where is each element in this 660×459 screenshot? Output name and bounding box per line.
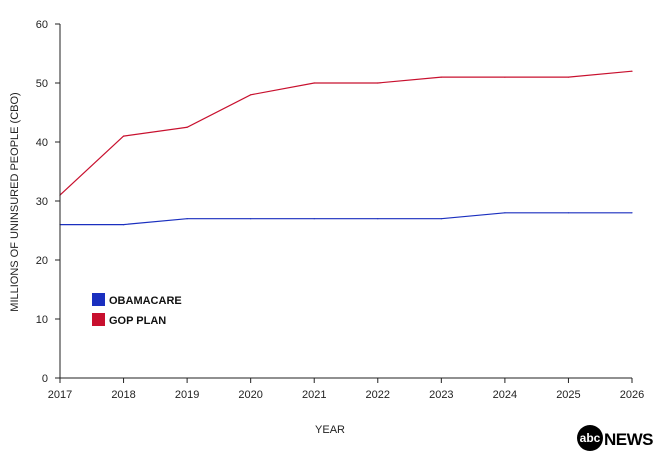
logo-abc-text: abc xyxy=(580,431,601,445)
plot-lines xyxy=(59,70,633,226)
y-tick-label: 20 xyxy=(36,255,48,267)
data-point-obamacare xyxy=(313,218,315,220)
x-tick-label: 2023 xyxy=(429,389,453,401)
abc-news-logo: abc NEWS xyxy=(577,425,654,451)
data-point-obamacare xyxy=(440,218,442,220)
x-tick-label: 2025 xyxy=(556,389,580,401)
data-point-gop-plan xyxy=(567,76,570,78)
x-tick-label: 2021 xyxy=(302,389,326,401)
data-point-obamacare xyxy=(631,212,633,214)
data-point-gop-plan xyxy=(440,76,442,78)
data-point-gop-plan xyxy=(122,135,125,137)
data-point-gop-plan xyxy=(313,82,315,84)
y-tick-label: 10 xyxy=(36,314,48,326)
x-tick-label: 2018 xyxy=(111,389,135,401)
y-tick-label: 30 xyxy=(36,196,48,208)
data-point-obamacare xyxy=(504,212,506,214)
data-point-gop-plan xyxy=(377,82,379,84)
data-point-obamacare xyxy=(567,212,570,214)
series-line-gop-plan xyxy=(59,70,633,196)
legend-label-obamacare: OBAMACARE xyxy=(109,295,182,307)
legend: OBAMACARE GOP PLAN xyxy=(92,293,182,327)
x-tick-label: 2024 xyxy=(493,389,517,401)
y-tick-label: 60 xyxy=(36,19,48,31)
data-point-gop-plan xyxy=(631,70,633,72)
x-tick-label: 2019 xyxy=(175,389,199,401)
x-tick-label: 2020 xyxy=(238,389,262,401)
data-point-obamacare xyxy=(186,218,188,220)
x-tick-label: 2017 xyxy=(48,389,72,401)
logo-news-text: NEWS xyxy=(604,430,653,449)
data-point-gop-plan xyxy=(504,76,506,78)
data-point-gop-plan xyxy=(250,94,252,96)
data-point-gop-plan xyxy=(186,126,188,128)
data-point-obamacare xyxy=(250,218,252,220)
legend-swatch-obamacare xyxy=(92,293,105,306)
x-axis-title: YEAR xyxy=(315,424,345,436)
data-point-obamacare xyxy=(377,218,379,220)
x-tick-label: 2026 xyxy=(620,389,644,401)
y-tick-label: 40 xyxy=(36,137,48,149)
x-tick-label: 2022 xyxy=(366,389,390,401)
y-axis-title: MILLIONS OF UNINSURED PEOPLE (CBO) xyxy=(9,92,21,311)
legend-label-gop-plan: GOP PLAN xyxy=(109,315,166,327)
axes: 0 10 20 30 40 50 60 2017 2018 2019 2020 2021 2022 202… xyxy=(36,19,644,401)
y-tick-label: 50 xyxy=(36,78,48,90)
legend-swatch-gop-plan xyxy=(92,313,105,326)
y-tick-label: 0 xyxy=(42,373,48,385)
series-line-obamacare xyxy=(60,212,632,226)
data-point-obamacare xyxy=(122,224,125,226)
